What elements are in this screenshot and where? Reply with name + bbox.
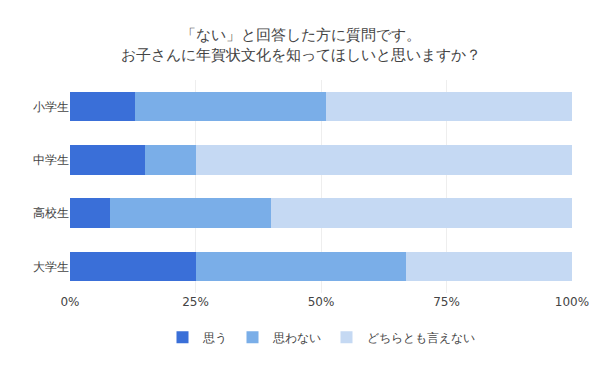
svg-text:中学生: 中学生 (33, 153, 69, 167)
svg-text:どちらとも言えない: どちらとも言えない (367, 331, 475, 345)
svg-text:小学生: 小学生 (33, 100, 69, 114)
svg-text:大学生: 大学生 (33, 260, 69, 274)
svg-text:「ない」と回答した方に質問です。お子さんに年賀状文化を知って: 「ない」と回答した方に質問です。お子さんに年賀状文化を知ってほしいと思いますか？ (121, 26, 481, 64)
svg-text:50%: 50% (308, 295, 335, 309)
svg-text:75%: 75% (433, 295, 460, 309)
svg-text:0%: 0% (60, 295, 79, 309)
svg-text:100%: 100% (555, 295, 589, 309)
svg-text:25%: 25% (182, 295, 209, 309)
svg-text:高校生: 高校生 (33, 206, 69, 220)
svg-text:思う: 思う (202, 331, 227, 345)
svg-text:思わない: 思わない (272, 331, 321, 345)
